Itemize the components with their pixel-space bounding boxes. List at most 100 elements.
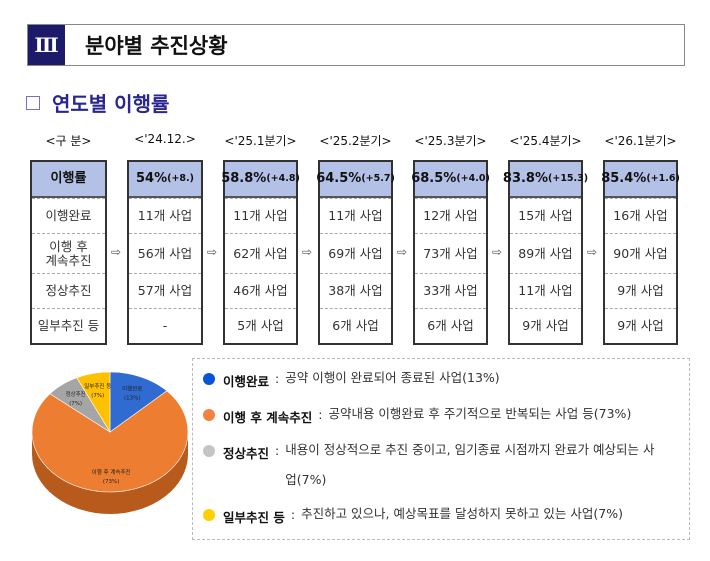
label-column: 이행률 이행완료 이행 후 계속추진 정상추진 일부추진 등: [30, 160, 107, 345]
period-column: 64.5% (+5.7) 11개 사업 69개 사업 38개 사업 6개 사업: [316, 160, 395, 345]
legend-sep: :: [275, 443, 280, 458]
count-cell: 11개 사업: [129, 198, 201, 233]
rate-value: 85.4%: [601, 170, 647, 186]
rate-delta: (+8.): [167, 172, 194, 184]
count-cell: 90개 사업: [605, 233, 676, 273]
arrow-icon: ⇨: [111, 245, 122, 259]
row-label: 일부추진 등: [32, 308, 105, 343]
legend-box: 이행완료: 공약 이행이 완료되어 종료된 사업(13%) 이행 후 계속추진: 공약…: [192, 358, 690, 540]
rate-delta: (+15.3): [548, 172, 589, 184]
legend-sep: :: [318, 407, 323, 422]
legend-item: 이행완료: 공약 이행이 완료되어 종료된 사업(13%): [203, 370, 683, 393]
column-header: <'25.1분기>: [224, 134, 297, 148]
count-cell: 11개 사업: [510, 273, 581, 308]
rate-value: 58.8%: [221, 170, 267, 186]
rate-value: 64.5%: [316, 170, 362, 186]
rate-delta: (+4.8): [266, 172, 300, 184]
rate-cell: 68.5% (+4.0): [411, 162, 490, 198]
rate-delta: (+4.0): [456, 172, 490, 184]
legend-sep: :: [275, 371, 280, 386]
period-column: 85.4% (+1.6) 16개 사업 90개 사업 9개 사업 9개 사업: [601, 160, 680, 345]
count-cell: 16개 사업: [605, 198, 676, 233]
rate-delta: (+1.6): [646, 172, 680, 184]
arrow-icon: ⇨: [397, 245, 408, 259]
rate-cell: 85.4% (+1.6): [601, 162, 680, 198]
row-label: 이행 후 계속추진: [32, 233, 105, 273]
column-header: <'25.3분기>: [414, 134, 487, 148]
count-cell: 11개 사업: [225, 198, 296, 233]
count-cell: 56개 사업: [129, 233, 201, 273]
legend-dot-icon: [203, 509, 215, 521]
rate-value: 83.8%: [502, 170, 549, 186]
legend-desc: 추진하고 있으나, 예상목표를 달성하지 못하고 있는 사업(7%): [301, 506, 623, 521]
legend-term: 정상추진: [223, 446, 270, 461]
subtitle: 연도별 이행률: [26, 88, 169, 117]
count-cell: 46개 사업: [225, 273, 296, 308]
legend-desc: 내용이 정상적으로 추진 중이고, 임기종료 시점까지 완료가 예상되는 사업(…: [285, 442, 655, 487]
column-header: <'24.12.>: [134, 132, 196, 146]
pie-label: (13%): [124, 395, 141, 401]
count-cell: 57개 사업: [129, 273, 201, 308]
section-header: Ⅲ 분야별 추진상황: [27, 24, 685, 66]
pie-label: (7%): [69, 401, 82, 407]
rate-cell: 58.8% (+4.8): [221, 162, 300, 198]
count-cell: 12개 사업: [415, 198, 486, 233]
rate-value: 54%: [136, 170, 168, 186]
count-cell: 33개 사업: [415, 273, 486, 308]
rate-cell: 64.5% (+5.7): [316, 162, 395, 198]
column-header: <'25.4분기>: [509, 134, 582, 148]
pie-label: 이행 후 계속추진: [92, 468, 131, 476]
period-column: 68.5% (+4.0) 12개 사업 73개 사업 33개 사업 6개 사업: [411, 160, 490, 345]
count-cell: 15개 사업: [510, 198, 581, 233]
column-header: <구 분>: [45, 134, 92, 148]
row-label: 정상추진: [32, 273, 105, 308]
period-column: 58.8% (+4.8) 11개 사업 62개 사업 46개 사업 5개 사업: [221, 160, 300, 345]
section-number: Ⅲ: [28, 25, 65, 65]
count-cell: 69개 사업: [320, 233, 391, 273]
rate-delta: (+5.7): [361, 172, 395, 184]
row-label: 이행완료: [32, 198, 105, 233]
arrow-icon: ⇨: [587, 245, 598, 259]
count-cell: 6개 사업: [415, 308, 486, 343]
legend-dot-icon: [203, 409, 215, 421]
square-bullet-icon: [26, 95, 40, 110]
count-cell: 9개 사업: [605, 273, 676, 308]
legend-sep: :: [290, 507, 296, 522]
column-header: <'25.2분기>: [319, 134, 392, 148]
pie-slice: [109, 371, 168, 433]
legend-item: 정상추진: 내용이 정상적으로 추진 중이고, 임기종료 시점까지 완료가 예상되…: [203, 442, 683, 495]
column-header: <'26.1분기>: [604, 134, 677, 148]
legend-term: 이행완료: [223, 374, 270, 389]
count-cell: 9개 사업: [510, 308, 581, 343]
row-label: 이행률: [32, 162, 105, 198]
legend-item: 이행 후 계속추진: 공약내용 이행완료 후 주기적으로 반복되는 사업 등(73…: [203, 406, 683, 429]
count-cell: 38개 사업: [320, 273, 391, 308]
pie-label: 일부추진 등: [84, 382, 111, 390]
count-cell: 6개 사업: [320, 308, 391, 343]
arrow-icon: ⇨: [492, 245, 503, 259]
count-cell: 9개 사업: [605, 308, 676, 343]
arrow-icon: ⇨: [207, 245, 218, 259]
count-cell: 89개 사업: [510, 233, 581, 273]
pie-label: (7%): [91, 393, 104, 399]
pie-chart: 이행완료 (13%) 이행 후 계속추진 (73%) 정상추진 (7%) 일부추진 등 (7%…: [31, 371, 189, 514]
rate-cell: 83.8% (+15.3): [503, 162, 588, 198]
count-cell: -: [129, 308, 201, 343]
period-column: 54% (+8.) 11개 사업 56개 사업 57개 사업 -: [127, 160, 203, 345]
legend-term: 이행 후 계속추진: [223, 410, 313, 425]
pie-label: 이행완료: [122, 384, 142, 392]
legend-item: 일부추진 등: 추진하고 있으나, 예상목표를 달성하지 못하고 있는 사업(7%…: [203, 506, 683, 529]
count-cell: 73개 사업: [415, 233, 486, 273]
subtitle-text: 연도별 이행률: [52, 92, 170, 116]
legend-desc: 공약내용 이행완료 후 주기적으로 반복되는 사업 등(73%): [328, 406, 632, 421]
pie-slice: [76, 371, 111, 434]
pie-label: 정상추진: [65, 390, 85, 398]
pie-side: [32, 432, 188, 514]
count-cell: 11개 사업: [320, 198, 391, 233]
count-cell: 62개 사업: [225, 233, 296, 273]
arrow-icon: ⇨: [302, 245, 313, 259]
legend-dot-icon: [203, 373, 215, 385]
period-column: 83.8% (+15.3) 15개 사업 89개 사업 11개 사업 9개 사업: [503, 160, 588, 345]
pie-slice: [31, 390, 189, 493]
legend-desc: 공약 이행이 완료되어 종료된 사업(13%): [285, 370, 500, 385]
